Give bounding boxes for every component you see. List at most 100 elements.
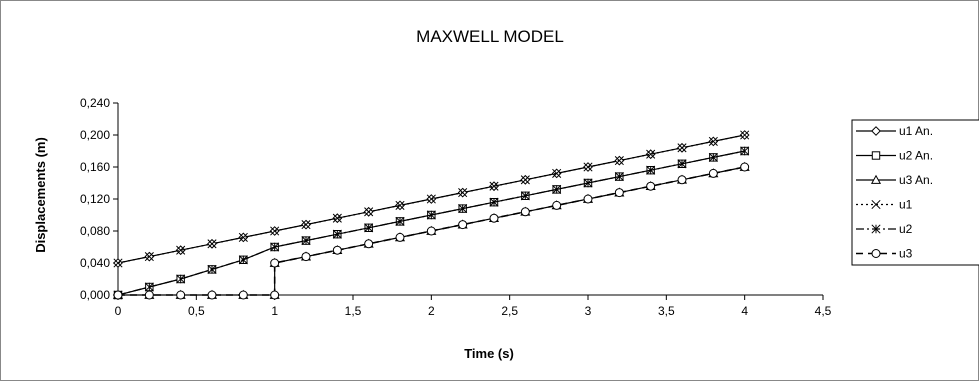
data-point: [176, 245, 186, 255]
data-point: [677, 159, 687, 169]
data-point: [113, 258, 123, 268]
data-point: [740, 162, 750, 172]
data-point: [520, 207, 530, 217]
data-point: [708, 168, 718, 178]
legend-entry: u3: [856, 247, 913, 261]
data-point: [332, 213, 342, 223]
data-point: [708, 152, 718, 162]
legend-label: u3: [899, 247, 913, 261]
data-point: [552, 184, 562, 194]
data-point: [552, 200, 562, 210]
data-point: [395, 232, 405, 242]
data-point: [207, 239, 217, 249]
data-point: [270, 258, 280, 268]
data-point: [646, 165, 656, 175]
data-point: [583, 162, 593, 172]
x-tick-label: 2: [428, 304, 435, 318]
data-point: [614, 156, 624, 166]
x-tick-label: 1,5: [345, 304, 362, 318]
legend-label: u2 An.: [899, 149, 933, 163]
data-point: [740, 146, 750, 156]
legend-entry: u1 An.: [856, 124, 933, 138]
legend-entry: u2 An.: [856, 149, 933, 163]
data-point: [458, 188, 468, 198]
y-tick-label: 0,240: [80, 96, 110, 110]
data-point: [458, 204, 468, 214]
data-point: [677, 143, 687, 153]
data-point: [144, 282, 154, 292]
series-5: [113, 146, 750, 300]
data-point: [176, 274, 186, 284]
y-tick-label: 0,040: [80, 256, 110, 270]
data-point: [426, 194, 436, 204]
data-point: [489, 197, 499, 207]
legend-label: u1 An.: [899, 124, 933, 138]
data-point: [270, 290, 280, 300]
legend-entry: u2: [856, 222, 913, 236]
y-tick-label: 0,080: [80, 224, 110, 238]
data-point: [614, 188, 624, 198]
legend-box: [851, 119, 979, 266]
data-point: [740, 130, 750, 140]
data-point: [270, 226, 280, 236]
data-point: [520, 191, 530, 201]
x-axis-title: Time (s): [464, 346, 514, 361]
data-point: [426, 210, 436, 220]
x-tick-label: 4: [741, 304, 748, 318]
x-tick-label: 0: [115, 304, 122, 318]
y-tick-label: 0,200: [80, 128, 110, 142]
data-point: [395, 216, 405, 226]
y-axis-title: Displacements (m): [33, 137, 48, 253]
data-point: [583, 194, 593, 204]
x-tick-label: 4,5: [815, 304, 832, 318]
legend-marker: [871, 224, 881, 234]
data-point: [270, 242, 280, 252]
chart-title: MAXWELL MODEL: [416, 27, 564, 46]
legend-marker: [871, 199, 881, 210]
data-point: [113, 290, 123, 300]
series-line: [118, 166, 745, 296]
x-tick-label: 3,5: [658, 304, 675, 318]
data-point: [238, 255, 248, 265]
data-point: [458, 220, 468, 230]
data-point: [520, 175, 530, 185]
data-point: [552, 168, 562, 178]
legend-entry: u1: [856, 198, 913, 212]
legend-marker: [871, 126, 881, 136]
series-line: [117, 134, 745, 264]
y-tick-label: 0,120: [80, 192, 110, 206]
data-point: [364, 239, 374, 249]
data-point: [301, 220, 311, 230]
legend-marker: [871, 151, 881, 160]
data-point: [364, 207, 374, 217]
data-point: [677, 175, 687, 185]
legend: u1 An. u2 An. u3 An. u1 u2 u3: [851, 119, 979, 266]
data-point: [614, 172, 624, 182]
data-point: [301, 236, 311, 246]
data-point: [144, 290, 154, 300]
data-point: [332, 245, 342, 255]
x-tick-label: 3: [585, 304, 592, 318]
x-tick-label: 0,5: [188, 304, 205, 318]
data-point: [426, 226, 436, 236]
data-point: [144, 252, 154, 262]
data-point: [646, 149, 656, 159]
data-point: [207, 264, 217, 274]
x-tick-label: 1: [271, 304, 278, 318]
legend-marker: [870, 174, 882, 184]
data-point: [332, 229, 342, 239]
data-point: [708, 136, 718, 146]
legend-label: u2: [899, 222, 913, 236]
data-point: [489, 213, 499, 223]
data-point: [238, 232, 248, 242]
data-point: [207, 290, 217, 300]
legend-entry: u3 An.: [856, 173, 933, 187]
data-point: [646, 181, 656, 191]
data-point: [301, 252, 311, 262]
legend-marker: [871, 249, 881, 258]
series-4: [113, 130, 750, 268]
data-point: [489, 181, 499, 191]
